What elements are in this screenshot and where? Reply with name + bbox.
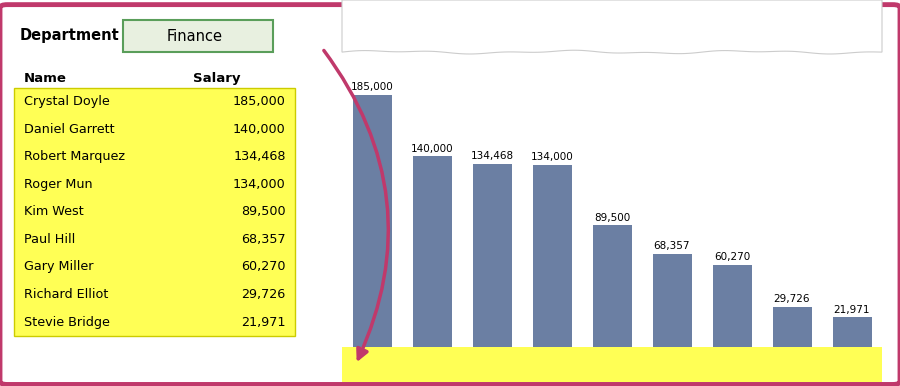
Text: 89,500: 89,500: [241, 205, 285, 218]
Text: Stevie Bridge: Stevie Bridge: [23, 316, 110, 328]
Text: Roger Mun: Roger Mun: [23, 178, 92, 191]
Bar: [353, 95, 392, 347]
Bar: [592, 225, 632, 347]
Text: Robert Marquez: Robert Marquez: [23, 150, 124, 163]
Text: 185,000: 185,000: [351, 82, 393, 92]
Bar: [713, 265, 752, 347]
FancyBboxPatch shape: [122, 20, 273, 52]
Text: Finance: Finance: [166, 29, 222, 44]
Text: Crystal Doyle: Crystal Doyle: [23, 95, 109, 108]
Text: 185,000: 185,000: [233, 95, 285, 108]
Text: Name: Name: [23, 72, 67, 85]
Text: 21,971: 21,971: [833, 305, 870, 315]
Bar: [772, 307, 812, 347]
Text: 134,000: 134,000: [531, 152, 573, 162]
Bar: [14, 88, 295, 336]
Bar: [533, 164, 572, 347]
Text: 68,357: 68,357: [241, 233, 285, 246]
Text: Gary Miller: Gary Miller: [23, 261, 93, 273]
Text: 140,000: 140,000: [233, 123, 285, 135]
Text: 29,726: 29,726: [774, 294, 810, 304]
Text: 21,971: 21,971: [241, 316, 285, 328]
Text: 68,357: 68,357: [653, 241, 690, 251]
Text: 134,000: 134,000: [233, 178, 285, 191]
Text: Daniel Garrett: Daniel Garrett: [23, 123, 114, 135]
Text: 29,726: 29,726: [241, 288, 285, 301]
Text: Richard Elliot: Richard Elliot: [23, 288, 108, 301]
Text: 60,270: 60,270: [714, 252, 750, 262]
Text: Salary: Salary: [194, 72, 241, 85]
Text: 60,270: 60,270: [241, 261, 285, 273]
Text: 140,000: 140,000: [410, 144, 454, 154]
Bar: [652, 254, 691, 347]
Bar: [832, 317, 871, 347]
Text: Kim West: Kim West: [23, 205, 84, 218]
Text: Paul Hill: Paul Hill: [23, 233, 75, 246]
Bar: [412, 156, 452, 347]
Text: Department: Department: [20, 28, 120, 43]
Title: Yearly Salary: Yearly Salary: [559, 29, 665, 47]
Text: 134,468: 134,468: [471, 151, 514, 161]
Bar: [472, 164, 511, 347]
Text: 134,468: 134,468: [233, 150, 285, 163]
Text: 89,500: 89,500: [594, 213, 630, 223]
